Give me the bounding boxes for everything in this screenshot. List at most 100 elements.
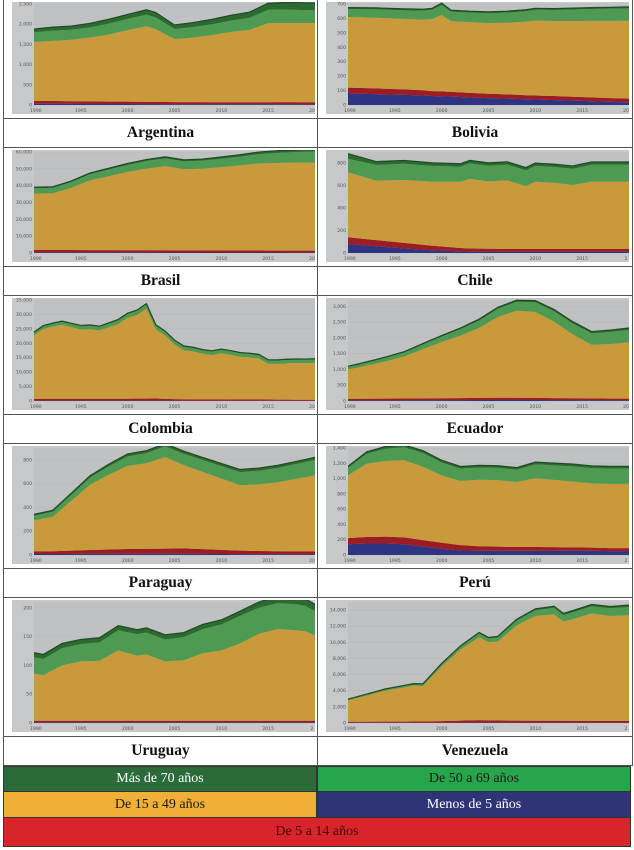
- y-tick-label: 1,000: [333, 476, 346, 482]
- x-tick-label: 2000: [122, 108, 134, 114]
- x-tick-label: 2010: [215, 108, 227, 114]
- y-tick-label: 200: [337, 228, 346, 234]
- area-series: [348, 14, 629, 99]
- x-tick-label: 2000: [122, 256, 134, 262]
- y-tick-label: 10,000: [330, 640, 346, 646]
- y-tick-label: 600: [337, 16, 346, 22]
- area-series: [348, 447, 629, 484]
- area-series: [34, 603, 315, 676]
- grid-row: Uruguay Venezuela: [4, 736, 632, 766]
- chart-label-chile: Chile: [318, 266, 632, 296]
- grid-row: 0 10,000 20,000 30,000 40,000 50,000 60,000 199…: [4, 148, 632, 266]
- area-series: [34, 446, 315, 521]
- area-series: [348, 172, 629, 249]
- x-tick-label: 2005: [169, 726, 181, 732]
- y-tick-label: 2,000: [333, 335, 346, 341]
- chart-ecuador: 0 500 1,000 1,500 2,000 2,500 3,000 1990 1995 200…: [318, 296, 632, 414]
- x-tick-label: 2: [625, 256, 628, 262]
- chart-label-ecuador: Ecuador: [318, 414, 632, 444]
- area-series: [348, 613, 629, 722]
- x-tick-label: 2005: [483, 108, 495, 114]
- y-tick-label: 1,200: [333, 461, 346, 467]
- y-tick-label: 400: [337, 45, 346, 51]
- y-tick-label: 2,500: [19, 2, 32, 8]
- area-series: [34, 2, 315, 33]
- chart-label-peru: Perú: [318, 568, 632, 598]
- x-tick-label: 20: [309, 404, 315, 410]
- y-tick-label: 100: [23, 663, 32, 669]
- x-tick-label: 1990: [30, 726, 42, 732]
- y-tick-label: 500: [337, 30, 346, 36]
- y-tick-label: 800: [23, 457, 32, 463]
- x-tick-label: 2010: [215, 256, 227, 262]
- x-tick-label: 2015: [262, 404, 274, 410]
- area-series: [348, 460, 629, 549]
- x-tick-label: 1990: [344, 558, 356, 564]
- y-tick-label: 400: [337, 206, 346, 212]
- chart-venezuela: 0 2,000 4,000 6,000 8,000 10,000 12,000 14,000 1…: [318, 598, 632, 736]
- y-tick-label: 150: [23, 634, 32, 640]
- x-tick-label: 2010: [529, 256, 541, 262]
- x-tick-label: 2005: [169, 256, 181, 262]
- x-tick-label: 2010: [529, 108, 541, 114]
- area-series: [348, 4, 629, 24]
- x-tick-label: 2010: [529, 726, 541, 732]
- x-tick-label: 2015: [262, 726, 274, 732]
- x-tick-label: 1995: [389, 108, 401, 114]
- area-series: [34, 9, 315, 42]
- y-tick-label: 100: [337, 88, 346, 94]
- y-tick-label: 200: [337, 537, 346, 543]
- x-tick-label: 2000: [122, 404, 134, 410]
- x-tick-label: 1995: [389, 256, 401, 262]
- chart-paraguay: 0 200 400 600 800 1990 1995 2000 2005 2010 2015 20: [4, 444, 318, 568]
- x-tick-label: 20: [309, 558, 315, 564]
- total-line: [33, 150, 302, 188]
- total-line: [33, 600, 315, 656]
- legend-row: De 15 a 49 años Menos de 5 años: [3, 792, 631, 818]
- x-tick-label: 2000: [436, 108, 448, 114]
- y-tick-label: 2,000: [19, 22, 32, 28]
- x-tick-label: 20: [623, 108, 629, 114]
- chart-label-paraguay: Paraguay: [4, 568, 318, 598]
- y-tick-label: 800: [337, 161, 346, 167]
- grid-row: Paraguay Perú: [4, 568, 632, 598]
- y-tick-label: 20,000: [16, 217, 32, 223]
- y-tick-label: 600: [23, 481, 32, 487]
- x-tick-label: 2015: [576, 404, 588, 410]
- x-tick-label: 1990: [30, 558, 42, 564]
- area-series: [34, 629, 315, 721]
- x-tick-label: 1995: [75, 558, 87, 564]
- y-tick-label: 4,000: [333, 688, 346, 694]
- x-tick-label: 1990: [30, 404, 42, 410]
- area-series: [34, 249, 315, 253]
- x-tick-label: 2015: [576, 256, 588, 262]
- area-series: [348, 237, 629, 252]
- x-tick-label: 1995: [75, 256, 87, 262]
- x-tick-label: 1990: [344, 256, 356, 262]
- legend-item-15-49: De 15 a 49 años: [3, 792, 317, 818]
- chart-brasil: 0 10,000 20,000 30,000 40,000 50,000 60,000 199…: [4, 148, 318, 266]
- x-tick-label: 20: [623, 404, 629, 410]
- chart-peru: 0 200 400 600 800 1,000 1,200 1,400 1990 1995 2000…: [318, 444, 632, 568]
- x-tick-label: 1990: [30, 256, 42, 262]
- y-tick-label: 50,000: [16, 166, 32, 172]
- y-tick-label: 6,000: [333, 672, 346, 678]
- x-tick-label: 2000: [122, 726, 134, 732]
- x-tick-label: 2010: [529, 404, 541, 410]
- x-tick-label: 2015: [576, 726, 588, 732]
- y-tick-label: 0: [29, 103, 32, 109]
- x-tick-label: 2015: [262, 108, 274, 114]
- y-tick-label: 300: [337, 59, 346, 65]
- stacked-area-chart: 0 5,000 10,000 15,000 20,000 25,000 30,000 35,0…: [12, 298, 315, 410]
- y-tick-label: 1,000: [19, 62, 32, 68]
- area-series: [348, 153, 629, 171]
- x-tick-label: 2005: [169, 404, 181, 410]
- total-line: [347, 603, 629, 700]
- chart-colombia: 0 5,000 10,000 15,000 20,000 25,000 30,000 35,0…: [4, 296, 318, 414]
- y-tick-label: 700: [337, 2, 346, 8]
- x-tick-label: 1990: [30, 108, 42, 114]
- y-tick-label: 0: [343, 251, 346, 257]
- x-tick-label: 2005: [483, 404, 495, 410]
- y-tick-label: 0: [29, 721, 32, 727]
- x-tick-label: 2000: [436, 558, 448, 564]
